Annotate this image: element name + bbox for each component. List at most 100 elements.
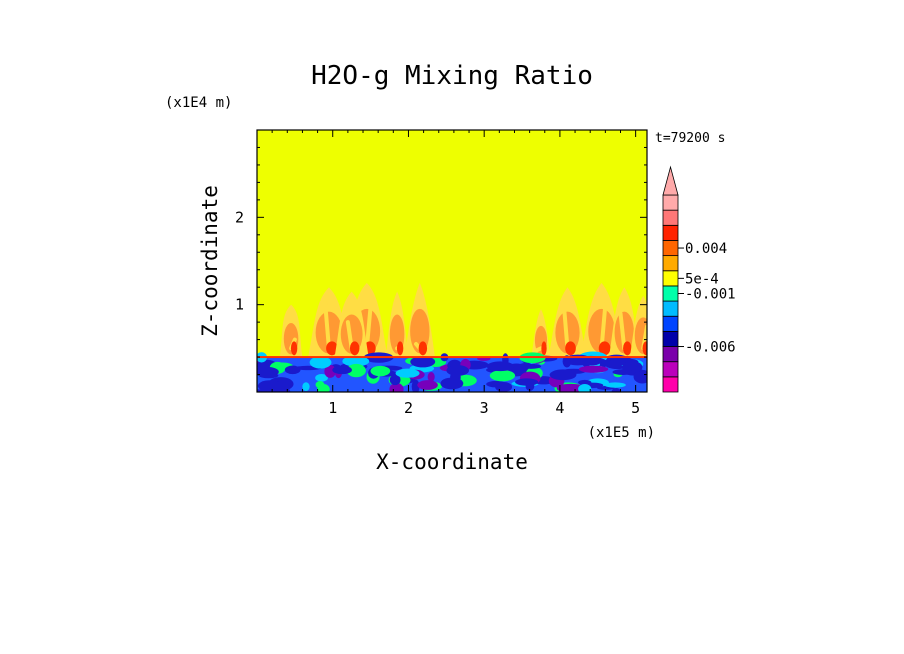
- plume-base: [349, 341, 360, 356]
- plume: [531, 309, 551, 358]
- boundary-layer-patch: [578, 379, 592, 386]
- boundary-layer-patch: [257, 366, 279, 377]
- plume-base: [642, 341, 647, 356]
- boundary-layer-patch: [489, 370, 516, 382]
- colorbar: 0.004 5e-4-0.001 -0.006: [662, 165, 736, 393]
- plume: [609, 287, 640, 358]
- boundary-layer-patch: [604, 382, 626, 388]
- plume-filament: [364, 304, 373, 351]
- boundary-layer-patch: [427, 372, 435, 382]
- boundary-layer-patch: [486, 380, 507, 388]
- x-axis-unit: (x1E5 m): [588, 425, 655, 441]
- boundary-layer-top: [257, 356, 647, 359]
- colorbar-level: [662, 376, 679, 393]
- colorbar-level: [662, 330, 679, 347]
- x-tick-label: 5: [631, 399, 640, 417]
- axis-ticks: 1 2 3 4 5 1 2: [235, 130, 647, 417]
- boundary-layer-patch: [257, 389, 267, 392]
- boundary-layer-patch: [257, 380, 283, 392]
- plume-base: [418, 341, 428, 356]
- boundary-layer-patch: [486, 361, 515, 372]
- boundary-layer-patch: [446, 365, 470, 376]
- plume: [548, 287, 587, 358]
- colorbar-level: [662, 255, 679, 272]
- boundary-layer-patch: [411, 379, 420, 392]
- y-tick-label: 2: [235, 208, 244, 226]
- boundary-layer-patch: [315, 374, 328, 382]
- colorbar-level: [662, 346, 679, 363]
- plume-base: [541, 341, 547, 356]
- colorbar-level: [662, 194, 679, 211]
- y-axis-unit: (x1E4 m): [165, 95, 232, 111]
- plume: [629, 295, 647, 358]
- x-tick-label: 1: [328, 399, 337, 417]
- boundary-layer-patch: [346, 363, 366, 378]
- colorbar-label: 0.004: [685, 241, 727, 257]
- time-label: t=79200 s: [655, 131, 725, 146]
- plume-filament: [561, 300, 570, 351]
- y-tick-label: 1: [235, 296, 244, 314]
- plume: [385, 291, 409, 358]
- colorbar-level: [662, 240, 679, 257]
- colorbar-label: -0.001: [685, 287, 736, 303]
- boundary-layer-patch: [302, 382, 310, 391]
- x-tick-label: 3: [480, 399, 489, 417]
- boundary-layer-patch: [520, 363, 542, 369]
- plume: [334, 291, 369, 358]
- colorbar-level: [662, 315, 679, 332]
- plot-frame: [256, 129, 648, 393]
- x-tick-label: 2: [404, 399, 413, 417]
- plume: [404, 282, 435, 358]
- plume-filament: [535, 346, 543, 353]
- colorbar-level: [662, 209, 679, 226]
- colorbar-level: [662, 361, 679, 378]
- boundary-layer-patch: [440, 377, 464, 390]
- plot-area: [257, 130, 647, 392]
- plume-base: [565, 341, 576, 356]
- boundary-layer-patch: [612, 369, 634, 376]
- boundary-layer-patch: [578, 365, 609, 373]
- boundary-layer-patch: [549, 369, 577, 381]
- y-axis-label: Z-coordinate: [198, 185, 222, 337]
- boundary-layer-patch: [410, 356, 436, 368]
- boundary-layer-patch: [579, 355, 603, 366]
- boundary-layer-patch: [395, 368, 420, 378]
- plume-base: [326, 341, 338, 356]
- x-tick-label: 4: [555, 399, 564, 417]
- plume-filament: [618, 311, 627, 351]
- boundary-layer-patch: [332, 365, 352, 375]
- boundary-layer-patch: [578, 383, 592, 392]
- boundary-layer-patch: [324, 364, 336, 378]
- boundary-layer: [257, 351, 647, 392]
- colorbar-label: 5e-4: [685, 271, 719, 287]
- plume: [279, 304, 303, 358]
- boundary-layer-patch: [611, 387, 621, 392]
- colorbar-level: [662, 270, 679, 287]
- boundary-layer-patch: [389, 374, 401, 386]
- boundary-layer-patch: [417, 380, 438, 390]
- boundary-layer-patch: [633, 369, 647, 384]
- plume: [580, 282, 623, 358]
- plume-filament: [323, 300, 331, 351]
- colorbar-level: [662, 285, 679, 302]
- plume-base: [598, 341, 611, 356]
- boundary-layer-patch: [342, 355, 370, 367]
- boundary-layer-patch: [309, 356, 332, 369]
- chart-title: H2O-g Mixing Ratio: [311, 61, 593, 91]
- plume-base: [396, 341, 404, 356]
- boundary-layer-patch: [370, 365, 391, 377]
- plume-filament: [599, 302, 608, 351]
- boundary-layer-patch: [515, 378, 539, 386]
- boundary-layer-patch: [315, 381, 325, 389]
- boundary-layer-patch: [284, 365, 301, 375]
- colorbar-extension: [662, 165, 679, 196]
- plume-base: [623, 341, 632, 356]
- boundary-layer-patch: [556, 383, 585, 392]
- colorbar-label: -0.006: [685, 340, 736, 356]
- plume-base: [290, 341, 298, 356]
- colorbar-level: [662, 224, 679, 241]
- boundary-layer-patch: [563, 359, 571, 367]
- colorbar-level: [662, 300, 679, 317]
- x-axis-label: X-coordinate: [376, 450, 528, 474]
